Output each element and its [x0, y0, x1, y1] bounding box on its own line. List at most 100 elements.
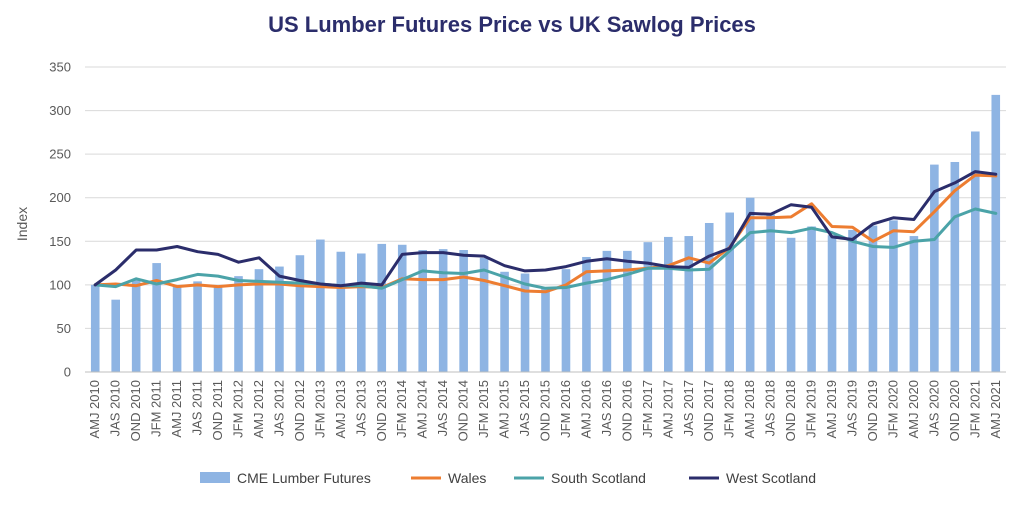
- bar: [275, 266, 284, 372]
- y-tick-label: 300: [49, 103, 71, 118]
- x-tick-label: OND 2011: [210, 380, 225, 440]
- x-tick-label: OND 2020: [947, 380, 962, 441]
- bar: [868, 225, 878, 372]
- y-tick-label: 200: [49, 190, 71, 205]
- x-tick-label: AMJ 2015: [497, 380, 512, 439]
- bar: [807, 226, 816, 372]
- y-tick-label: 350: [49, 60, 71, 75]
- bar: [111, 299, 120, 372]
- bar: [971, 131, 980, 372]
- x-tick-label: OND 2014: [456, 380, 471, 441]
- legend-label: CME Lumber Futures: [237, 470, 371, 486]
- y-tick-label: 100: [49, 277, 71, 292]
- bar: [725, 212, 734, 372]
- legend-item: South Scotland: [514, 470, 646, 486]
- x-tick-label: JAS 2015: [517, 380, 532, 436]
- bar: [930, 164, 939, 372]
- bar: [213, 286, 223, 372]
- x-tick-label: AMJ 2019: [824, 380, 839, 439]
- bar: [459, 250, 468, 372]
- bar: [766, 214, 775, 372]
- bar: [234, 276, 243, 372]
- bar: [193, 281, 202, 372]
- bar: [316, 239, 325, 372]
- x-tick-label: JAS 2011: [190, 380, 205, 435]
- bar: [991, 94, 1001, 372]
- bar: [295, 255, 305, 372]
- bar-series: [90, 94, 1001, 372]
- bar: [254, 269, 264, 372]
- bar: [602, 250, 612, 372]
- bar: [745, 197, 755, 372]
- legend-label: South Scotland: [551, 470, 646, 486]
- legend-swatch-bar: [200, 472, 230, 483]
- legend-item: Wales: [411, 470, 486, 486]
- bar: [479, 257, 489, 372]
- x-tick-label: JAS 2018: [763, 380, 778, 436]
- bar: [704, 222, 714, 372]
- x-tick-label: AMJ 2016: [578, 380, 593, 439]
- x-tick-label: OND 2015: [538, 380, 553, 441]
- bar: [397, 244, 407, 372]
- x-tick-label: AMJ 2013: [333, 380, 348, 439]
- x-tick-label: AMJ 2012: [251, 380, 266, 439]
- x-tick-label: OND 2012: [292, 380, 307, 441]
- y-tick-label: 150: [49, 234, 71, 249]
- bar: [950, 161, 960, 372]
- bar: [848, 229, 857, 372]
- x-tick-label: JAS 2014: [435, 380, 450, 436]
- x-tick-label: JAS 2010: [108, 380, 123, 436]
- series-line: [93, 173, 998, 294]
- x-tick-label: JAS 2017: [681, 380, 696, 436]
- bar: [664, 236, 673, 372]
- bar: [561, 269, 571, 372]
- x-axis: AMJ 2010 JAS 2010 OND 2010 JFM 2011 AMJ 2011…: [85, 371, 1006, 441]
- legend-label: Wales: [448, 470, 486, 486]
- bar: [623, 250, 632, 372]
- x-tick-label: OND 2010: [128, 380, 143, 441]
- bar: [909, 236, 919, 372]
- x-tick-label: JAS 2013: [353, 380, 368, 436]
- series-line: [93, 170, 998, 288]
- x-tick-label: JFM 2011: [149, 380, 164, 437]
- x-tick-label: AMJ 2014: [415, 380, 430, 439]
- x-tick-label: JFM 2013: [312, 380, 327, 438]
- bar: [172, 285, 182, 372]
- bar: [418, 250, 427, 372]
- legend-label: West Scotland: [726, 470, 816, 486]
- bar: [438, 249, 448, 372]
- x-tick-label: OND 2013: [374, 380, 389, 441]
- bar: [827, 235, 837, 372]
- x-tick-label: AMJ 2017: [660, 380, 675, 439]
- bar: [336, 251, 346, 372]
- bar: [377, 243, 387, 372]
- bar: [131, 280, 141, 372]
- y-tick-label: 0: [64, 365, 71, 380]
- x-tick-label: AMJ 2021: [988, 380, 1003, 439]
- bar: [90, 284, 100, 372]
- x-tick-label: JFM 2012: [231, 380, 246, 438]
- x-tick-label: OND 2017: [701, 380, 716, 441]
- x-tick-label: JAS 2016: [599, 380, 614, 436]
- legend: CME Lumber Futures Wales South Scotland Wes…: [200, 470, 816, 486]
- line-series: [93, 170, 998, 294]
- legend-item: CME Lumber Futures: [200, 470, 371, 486]
- x-tick-label: JAS 2012: [271, 380, 286, 436]
- x-tick-label: JFM 2016: [558, 380, 573, 438]
- x-tick-label: JFM 2020: [885, 380, 900, 438]
- bar: [786, 237, 796, 372]
- y-tick-label: 250: [49, 147, 71, 162]
- x-tick-label: AMJ 2010: [87, 380, 102, 439]
- x-tick-label: JFM 2019: [804, 380, 819, 438]
- x-tick-label: JFM 2014: [394, 380, 409, 438]
- x-tick-label: OND 2018: [783, 380, 798, 441]
- bar: [643, 242, 653, 372]
- x-tick-label: JFM 2018: [722, 380, 737, 438]
- x-tick-label: JAS 2020: [926, 380, 941, 436]
- series-line: [93, 207, 998, 290]
- bar: [520, 273, 530, 372]
- bar: [541, 287, 550, 372]
- y-tick-label: 50: [57, 321, 71, 336]
- bar: [889, 220, 898, 372]
